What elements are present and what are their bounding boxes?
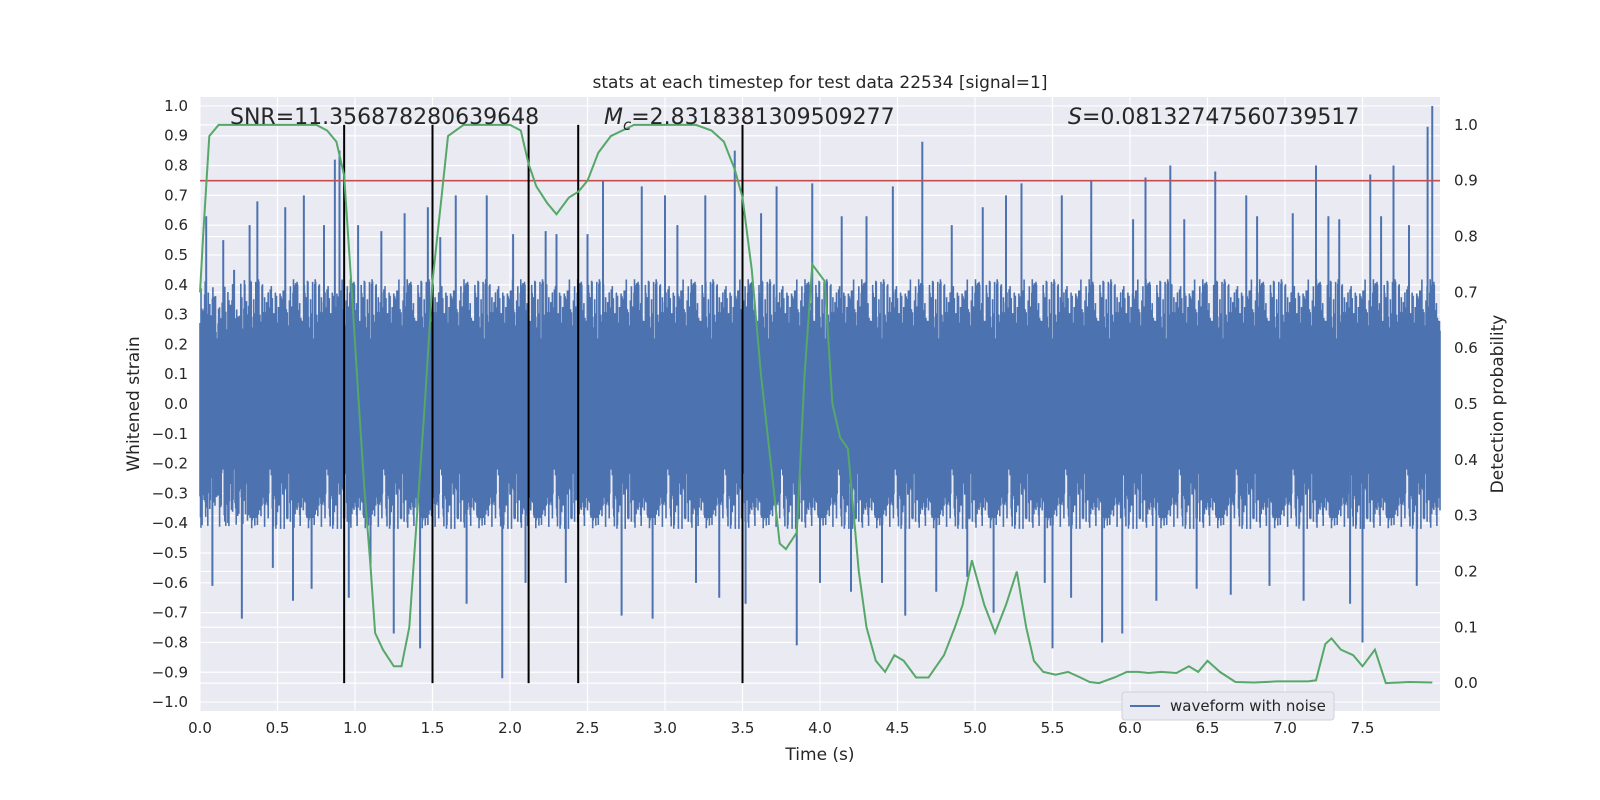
y-tick-label: 0.9 [164, 127, 188, 145]
y-tick-label: 0.2 [164, 335, 188, 353]
x-axis-label: Time (s) [784, 745, 854, 765]
event-markers [343, 124, 744, 684]
waveform-spikes [205, 105, 1434, 679]
s-value: =0.08132747560739517 [1082, 105, 1359, 130]
legend-box [1121, 691, 1335, 721]
y2-axis-ticks: 1.0 0.9 0.8 0.7 0.6 0.5 0.4 0.3 0.2 0.1 0.0 [1454, 116, 1478, 692]
snr-annotation: SNR=11.356878280639648 [230, 105, 539, 130]
x-tick-label: 5.5 [1041, 719, 1065, 737]
x-tick-label: 6.0 [1118, 719, 1142, 737]
y-tick-label: −0.2 [152, 455, 188, 473]
x-tick-label: 3.0 [653, 719, 677, 737]
x-tick-label: 2.0 [498, 719, 522, 737]
chirp-mass-subscript: c [623, 116, 632, 134]
x-tick-label: 4.0 [808, 719, 832, 737]
x-tick-label: 0.5 [266, 719, 290, 737]
x-tick-label: 0.0 [188, 719, 212, 737]
y2-tick-label: 0.0 [1454, 674, 1478, 692]
x-tick-label: 7.0 [1273, 719, 1297, 737]
y-tick-label: −0.4 [152, 514, 188, 532]
y2-tick-label: 0.9 [1454, 172, 1478, 190]
y-tick-label: 0.4 [164, 276, 188, 294]
chart-title: stats at each timestep for test data 225… [593, 73, 1048, 93]
y-tick-label: −0.3 [152, 484, 188, 502]
chirp-mass-symbol: M [604, 105, 623, 130]
y-tick-label: −0.6 [152, 574, 188, 592]
s-symbol: S [1068, 105, 1082, 130]
x-tick-label: 6.5 [1196, 719, 1220, 737]
y-tick-label: 0.0 [164, 395, 188, 413]
y-tick-label: 1.0 [164, 97, 188, 115]
legend-entry: waveform with noise [1170, 697, 1326, 715]
y2-axis-label: Detection probability [1488, 315, 1508, 494]
y-tick-label: −0.5 [152, 544, 188, 562]
y-tick-label: 0.1 [164, 365, 188, 383]
s-annotation: S=0.08132747560739517 [1068, 105, 1359, 130]
y-tick-label: 0.3 [164, 306, 188, 324]
y2-tick-label: 1.0 [1454, 116, 1478, 134]
y-tick-label: 0.7 [164, 186, 188, 204]
x-tick-label: 3.5 [731, 719, 755, 737]
y-tick-label: −0.9 [152, 663, 188, 681]
y-tick-label: −1.0 [152, 693, 188, 711]
x-tick-label: 4.5 [886, 719, 910, 737]
y-tick-label: 0.6 [164, 216, 188, 234]
y-tick-label: −0.1 [152, 425, 188, 443]
y2-tick-label: 0.4 [1454, 451, 1478, 469]
y2-tick-label: 0.1 [1454, 618, 1478, 636]
x-tick-label: 2.5 [576, 719, 600, 737]
x-tick-label: 1.0 [343, 719, 367, 737]
legend: waveform with noise [1121, 691, 1335, 721]
y-tick-label: −0.7 [152, 604, 188, 622]
x-tick-label: 7.5 [1351, 719, 1375, 737]
y-axis-label: Whitened strain [124, 336, 144, 471]
y2-tick-label: 0.6 [1454, 339, 1478, 357]
y-tick-label: 0.8 [164, 157, 188, 175]
chirp-mass-value: =2.8318381309509277 [631, 105, 894, 130]
x-tick-label: 5.0 [963, 719, 987, 737]
y2-tick-label: 0.2 [1454, 562, 1478, 580]
y2-tick-label: 0.3 [1454, 507, 1478, 525]
y2-tick-label: 0.7 [1454, 283, 1478, 301]
y2-tick-label: 0.5 [1454, 395, 1478, 413]
probability-line [199, 123, 1433, 685]
y-tick-label: −0.8 [152, 633, 188, 651]
x-axis-ticks: 0.0 0.5 1.0 1.5 2.0 2.5 3.0 3.5 4.0 4.5 5.0 5.5 6.0 6… [188, 719, 1374, 737]
y2-tick-label: 0.8 [1454, 228, 1478, 246]
chirp-mass-annotation: Mc=2.8318381309509277 [604, 105, 895, 134]
probability-series [199, 123, 1433, 685]
y-axis-ticks: 1.0 0.9 0.8 0.7 0.6 0.5 0.4 0.3 0.2 0.1 0.0 −0.1 −0.… [152, 97, 188, 711]
x-tick-label: 1.5 [421, 719, 445, 737]
y-tick-label: 0.5 [164, 246, 188, 264]
